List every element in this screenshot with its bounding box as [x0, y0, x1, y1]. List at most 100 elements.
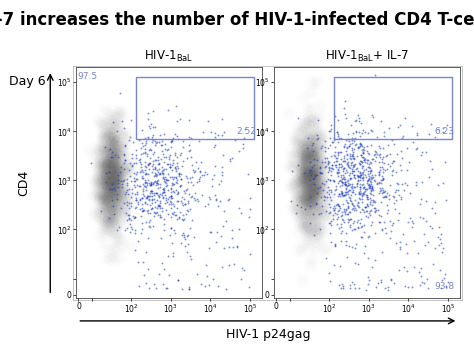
Point	[311, 187, 319, 192]
Point	[104, 173, 111, 178]
Point	[305, 198, 312, 204]
Point	[109, 157, 117, 163]
Point	[145, 235, 152, 240]
Point	[299, 204, 306, 210]
Point	[296, 187, 303, 192]
Point	[105, 112, 112, 118]
Point	[357, 216, 365, 222]
Point	[301, 158, 308, 163]
Point	[107, 132, 115, 138]
Point	[314, 186, 322, 192]
Point	[101, 170, 109, 176]
Point	[166, 198, 174, 203]
Point	[107, 226, 114, 232]
Point	[101, 144, 109, 149]
Point	[118, 243, 126, 248]
Point	[104, 162, 111, 167]
Point	[360, 222, 367, 228]
Point	[311, 187, 319, 193]
Point	[361, 167, 368, 173]
Point	[103, 195, 110, 201]
Point	[147, 147, 155, 152]
Point	[107, 213, 114, 219]
Point	[116, 145, 124, 151]
Point	[301, 154, 309, 160]
Point	[313, 226, 321, 231]
Point	[347, 175, 355, 181]
Point	[293, 179, 301, 185]
Point	[368, 219, 375, 225]
Point	[312, 203, 319, 209]
Point	[304, 146, 312, 152]
Point	[303, 190, 311, 196]
Point	[173, 118, 181, 124]
Point	[308, 191, 316, 197]
Point	[99, 121, 107, 127]
Point	[440, 275, 447, 281]
Point	[101, 166, 109, 172]
Point	[109, 137, 116, 142]
Point	[104, 157, 111, 162]
Point	[118, 199, 126, 205]
Point	[174, 165, 182, 170]
Point	[310, 169, 318, 175]
Point	[162, 146, 169, 152]
Point	[309, 163, 317, 169]
Point	[311, 134, 319, 140]
Point	[303, 224, 311, 230]
Point	[143, 187, 150, 193]
Point	[115, 152, 123, 157]
Point	[311, 145, 319, 151]
Point	[140, 273, 147, 278]
Point	[311, 183, 319, 189]
Point	[107, 152, 114, 157]
Point	[101, 175, 109, 181]
Point	[112, 136, 119, 142]
Point	[171, 189, 178, 195]
Point	[103, 133, 111, 138]
Point	[98, 217, 105, 222]
Point	[108, 166, 116, 172]
Point	[104, 179, 112, 185]
Point	[148, 137, 156, 142]
Point	[291, 151, 298, 157]
Point	[108, 176, 116, 182]
Point	[110, 170, 118, 176]
Point	[309, 176, 317, 182]
Point	[134, 199, 142, 204]
Point	[389, 193, 397, 199]
Point	[301, 135, 309, 141]
Point	[358, 223, 366, 229]
Point	[312, 177, 320, 182]
Point	[301, 178, 309, 184]
Point	[317, 186, 325, 192]
Point	[142, 138, 150, 144]
Point	[302, 153, 310, 159]
Point	[303, 200, 310, 206]
Point	[171, 230, 179, 236]
Point	[98, 184, 106, 189]
Point	[316, 204, 323, 210]
Point	[96, 203, 104, 209]
Point	[105, 169, 112, 175]
Point	[160, 152, 167, 157]
Point	[142, 180, 149, 186]
Point	[159, 190, 166, 195]
Point	[321, 138, 328, 144]
Point	[396, 244, 404, 250]
Point	[399, 136, 406, 141]
Point	[374, 181, 381, 186]
Point	[296, 162, 303, 168]
Point	[108, 193, 116, 199]
Point	[167, 138, 174, 143]
Point	[310, 190, 318, 196]
Point	[314, 142, 321, 148]
Point	[302, 162, 310, 167]
Point	[98, 194, 106, 200]
Point	[112, 165, 120, 171]
Point	[299, 137, 307, 143]
Point	[310, 184, 318, 189]
Point	[363, 194, 370, 200]
Point	[112, 146, 119, 151]
Point	[101, 205, 109, 211]
